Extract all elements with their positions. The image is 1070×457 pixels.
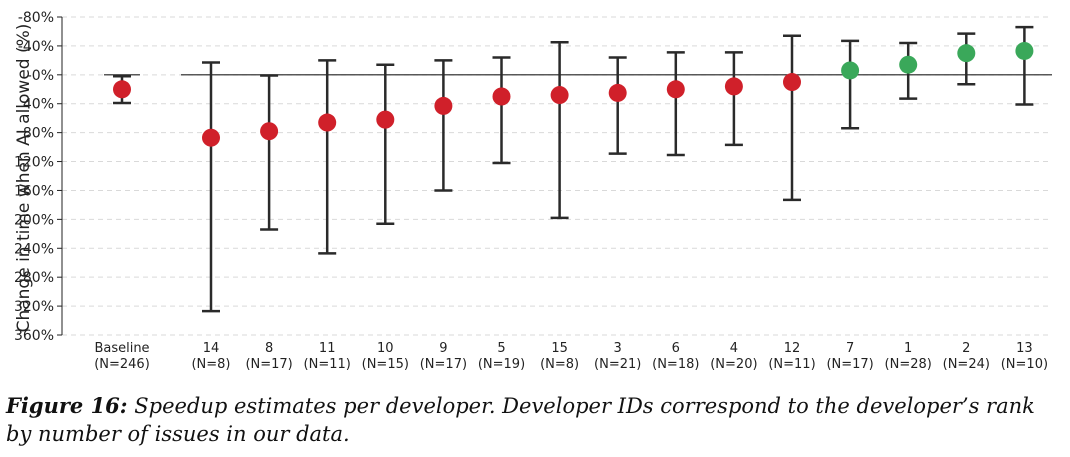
point-7 <box>841 61 860 80</box>
point-1 <box>899 55 918 74</box>
caption-label: Figure 16: <box>6 393 128 418</box>
error-bar <box>434 59 453 192</box>
point-5 <box>492 87 511 106</box>
axes: -80% -40% -0% 40% 80% 120% 160% 200% 240% 280% 320… <box>14 10 1052 344</box>
category-n-label: (N=21) <box>594 357 641 372</box>
category-n-label: (N=28) <box>885 357 932 372</box>
category-n-label: (N=24) <box>943 357 990 372</box>
point-6 <box>666 80 685 99</box>
data-points <box>113 41 1034 147</box>
y-tick-label: 320% <box>14 299 54 315</box>
y-tick-label: 160% <box>14 183 54 199</box>
error-bar <box>783 34 801 202</box>
category-n-label: (N=246) <box>94 357 150 372</box>
point-13 <box>1015 41 1034 60</box>
y-tick-label: -40% <box>18 39 54 55</box>
y-tick-label: 240% <box>14 241 54 257</box>
error-bar <box>492 56 511 165</box>
y-tick-label: 120% <box>14 155 54 171</box>
category-labels: Baseline(N=246)14(N=8)8(N=17)11(N=11)10(… <box>94 341 1048 372</box>
error-bar <box>202 61 220 313</box>
category-id-label: 1 <box>904 341 912 356</box>
y-tick-label: -80% <box>18 10 54 26</box>
category-id-label: 12 <box>784 341 801 356</box>
category-id-label: Baseline <box>94 341 149 356</box>
error-bar <box>608 56 627 155</box>
category-id-label: 13 <box>1016 341 1033 356</box>
category-id-label: 6 <box>672 341 680 356</box>
y-tick-label: 280% <box>14 270 54 286</box>
speedup-chart: -80% -40% -0% 40% 80% 120% 160% 200% 240% 280% 320… <box>14 10 1052 372</box>
category-id-label: 14 <box>203 341 220 356</box>
category-n-label: (N=18) <box>652 357 699 372</box>
y-tick-label: 360% <box>14 328 54 344</box>
error-bar <box>318 59 337 255</box>
category-id-label: 10 <box>377 341 394 356</box>
point-10 <box>376 110 395 129</box>
category-id-label: 5 <box>497 341 505 356</box>
y-tick-label: 40% <box>23 97 54 113</box>
figure-caption: Figure 16: Speedup estimates per develop… <box>6 392 1066 448</box>
error-bar <box>841 39 860 130</box>
category-id-label: 15 <box>551 341 568 356</box>
category-n-label: (N=8) <box>540 357 579 372</box>
point-12 <box>783 73 801 92</box>
category-id-label: 11 <box>319 341 336 356</box>
error-bar <box>724 51 743 147</box>
point-9 <box>434 96 453 115</box>
error-bar <box>550 41 569 220</box>
category-n-label: (N=17) <box>826 357 873 372</box>
point-2 <box>957 44 976 63</box>
y-tick-label: 200% <box>14 212 54 228</box>
error-bar <box>666 51 685 157</box>
category-n-label: (N=17) <box>245 357 292 372</box>
point-baseline <box>113 80 131 99</box>
point-14 <box>202 128 220 147</box>
point-15 <box>550 86 569 105</box>
category-n-label: (N=19) <box>478 357 525 372</box>
grid-lines <box>62 16 1052 336</box>
category-id-label: 7 <box>846 341 854 356</box>
error-bar <box>260 74 279 231</box>
category-n-label: (N=17) <box>420 357 467 372</box>
y-tick-label: 80% <box>23 126 54 142</box>
error-bars <box>113 25 1034 313</box>
point-11 <box>318 113 337 132</box>
y-axis-title: Change in time when AI allowed (%) <box>14 24 34 333</box>
error-bar <box>1015 25 1034 106</box>
error-bar <box>376 63 395 225</box>
point-8 <box>260 122 279 141</box>
category-id-label: 2 <box>962 341 970 356</box>
category-n-label: (N=11) <box>304 357 351 372</box>
caption-text: Speedup estimates per developer. Develop… <box>6 394 1035 446</box>
category-id-label: 9 <box>439 341 447 356</box>
point-4 <box>724 77 743 96</box>
category-n-label: (N=15) <box>362 357 409 372</box>
category-id-label: 3 <box>614 341 622 356</box>
category-n-label: (N=20) <box>710 357 757 372</box>
category-id-label: 4 <box>730 341 738 356</box>
category-n-label: (N=11) <box>768 357 815 372</box>
point-3 <box>608 83 627 102</box>
category-n-label: (N=10) <box>1001 357 1048 372</box>
category-id-label: 8 <box>265 341 273 356</box>
category-n-label: (N=8) <box>191 357 230 372</box>
y-tick-label: -0% <box>27 68 54 84</box>
